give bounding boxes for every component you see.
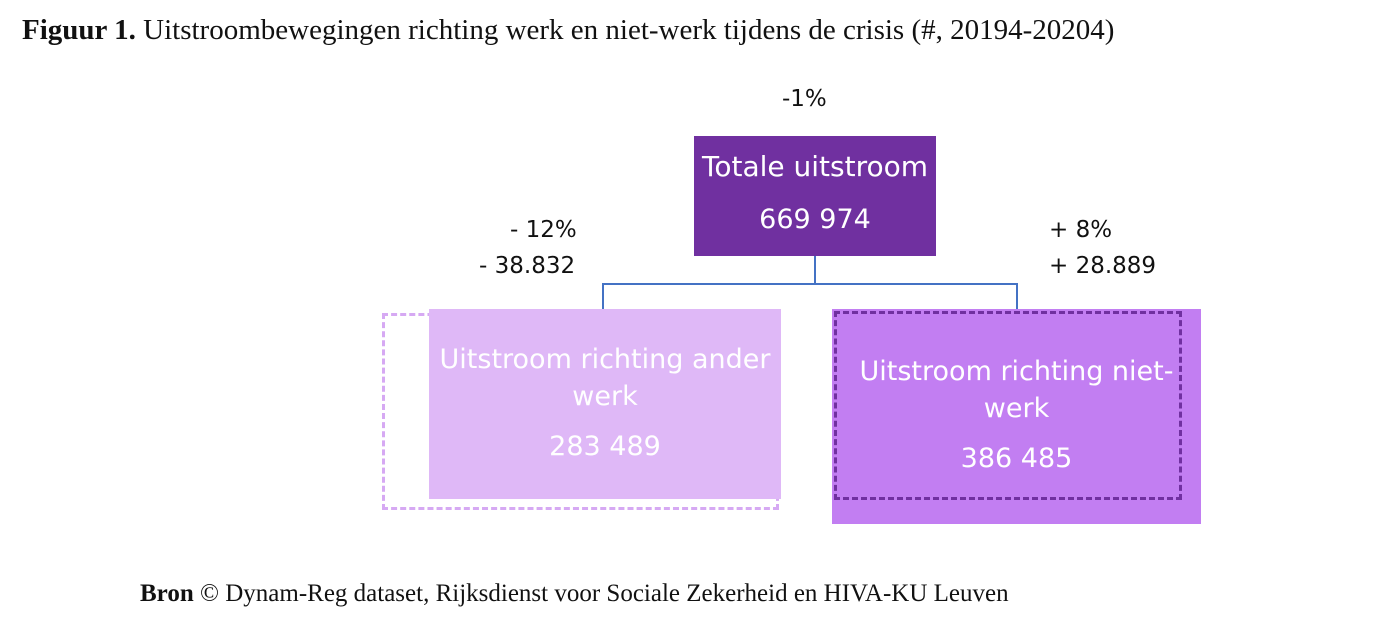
non-work-label: Uitstroom richting niet-werk [859,356,1174,424]
source-prefix: Bron [140,580,194,607]
left-change-pct: - 12% [510,217,577,243]
right-previous-outline [834,311,1182,500]
left-change-abs: - 38.832 [479,253,576,279]
right-change-abs: + 28.889 [1049,253,1157,279]
non-work-value: 386 485 [960,443,1073,474]
total-outflow-value: 669 974 [759,204,871,235]
figure-title-prefix: Figuur 1. [22,14,136,46]
source-text: © Dynam-Reg dataset, Rijksdienst voor So… [199,580,1009,607]
source-note: Bron © Dynam-Reg dataset, Rijksdienst vo… [140,580,1009,608]
other-work-value: 283 489 [549,431,661,462]
total-outflow-box: Totale uitstroom 669 974 [694,136,936,256]
right-change-pct: + 8% [1049,217,1113,243]
figure-title-text: Uitstroombewegingen richting werk en nie… [143,14,1115,46]
total-change-pct: -1% [782,86,827,112]
other-work-box: Uitstroom richting ander werk 283 489 [429,309,781,499]
total-outflow-label: Totale uitstroom [701,150,929,183]
figure-title: Figuur 1. Uitstroombewegingen richting w… [22,14,1114,47]
non-work-box: Uitstroom richting niet-werk 386 485 [832,309,1201,524]
other-work-label: Uitstroom richting ander werk [439,344,771,412]
